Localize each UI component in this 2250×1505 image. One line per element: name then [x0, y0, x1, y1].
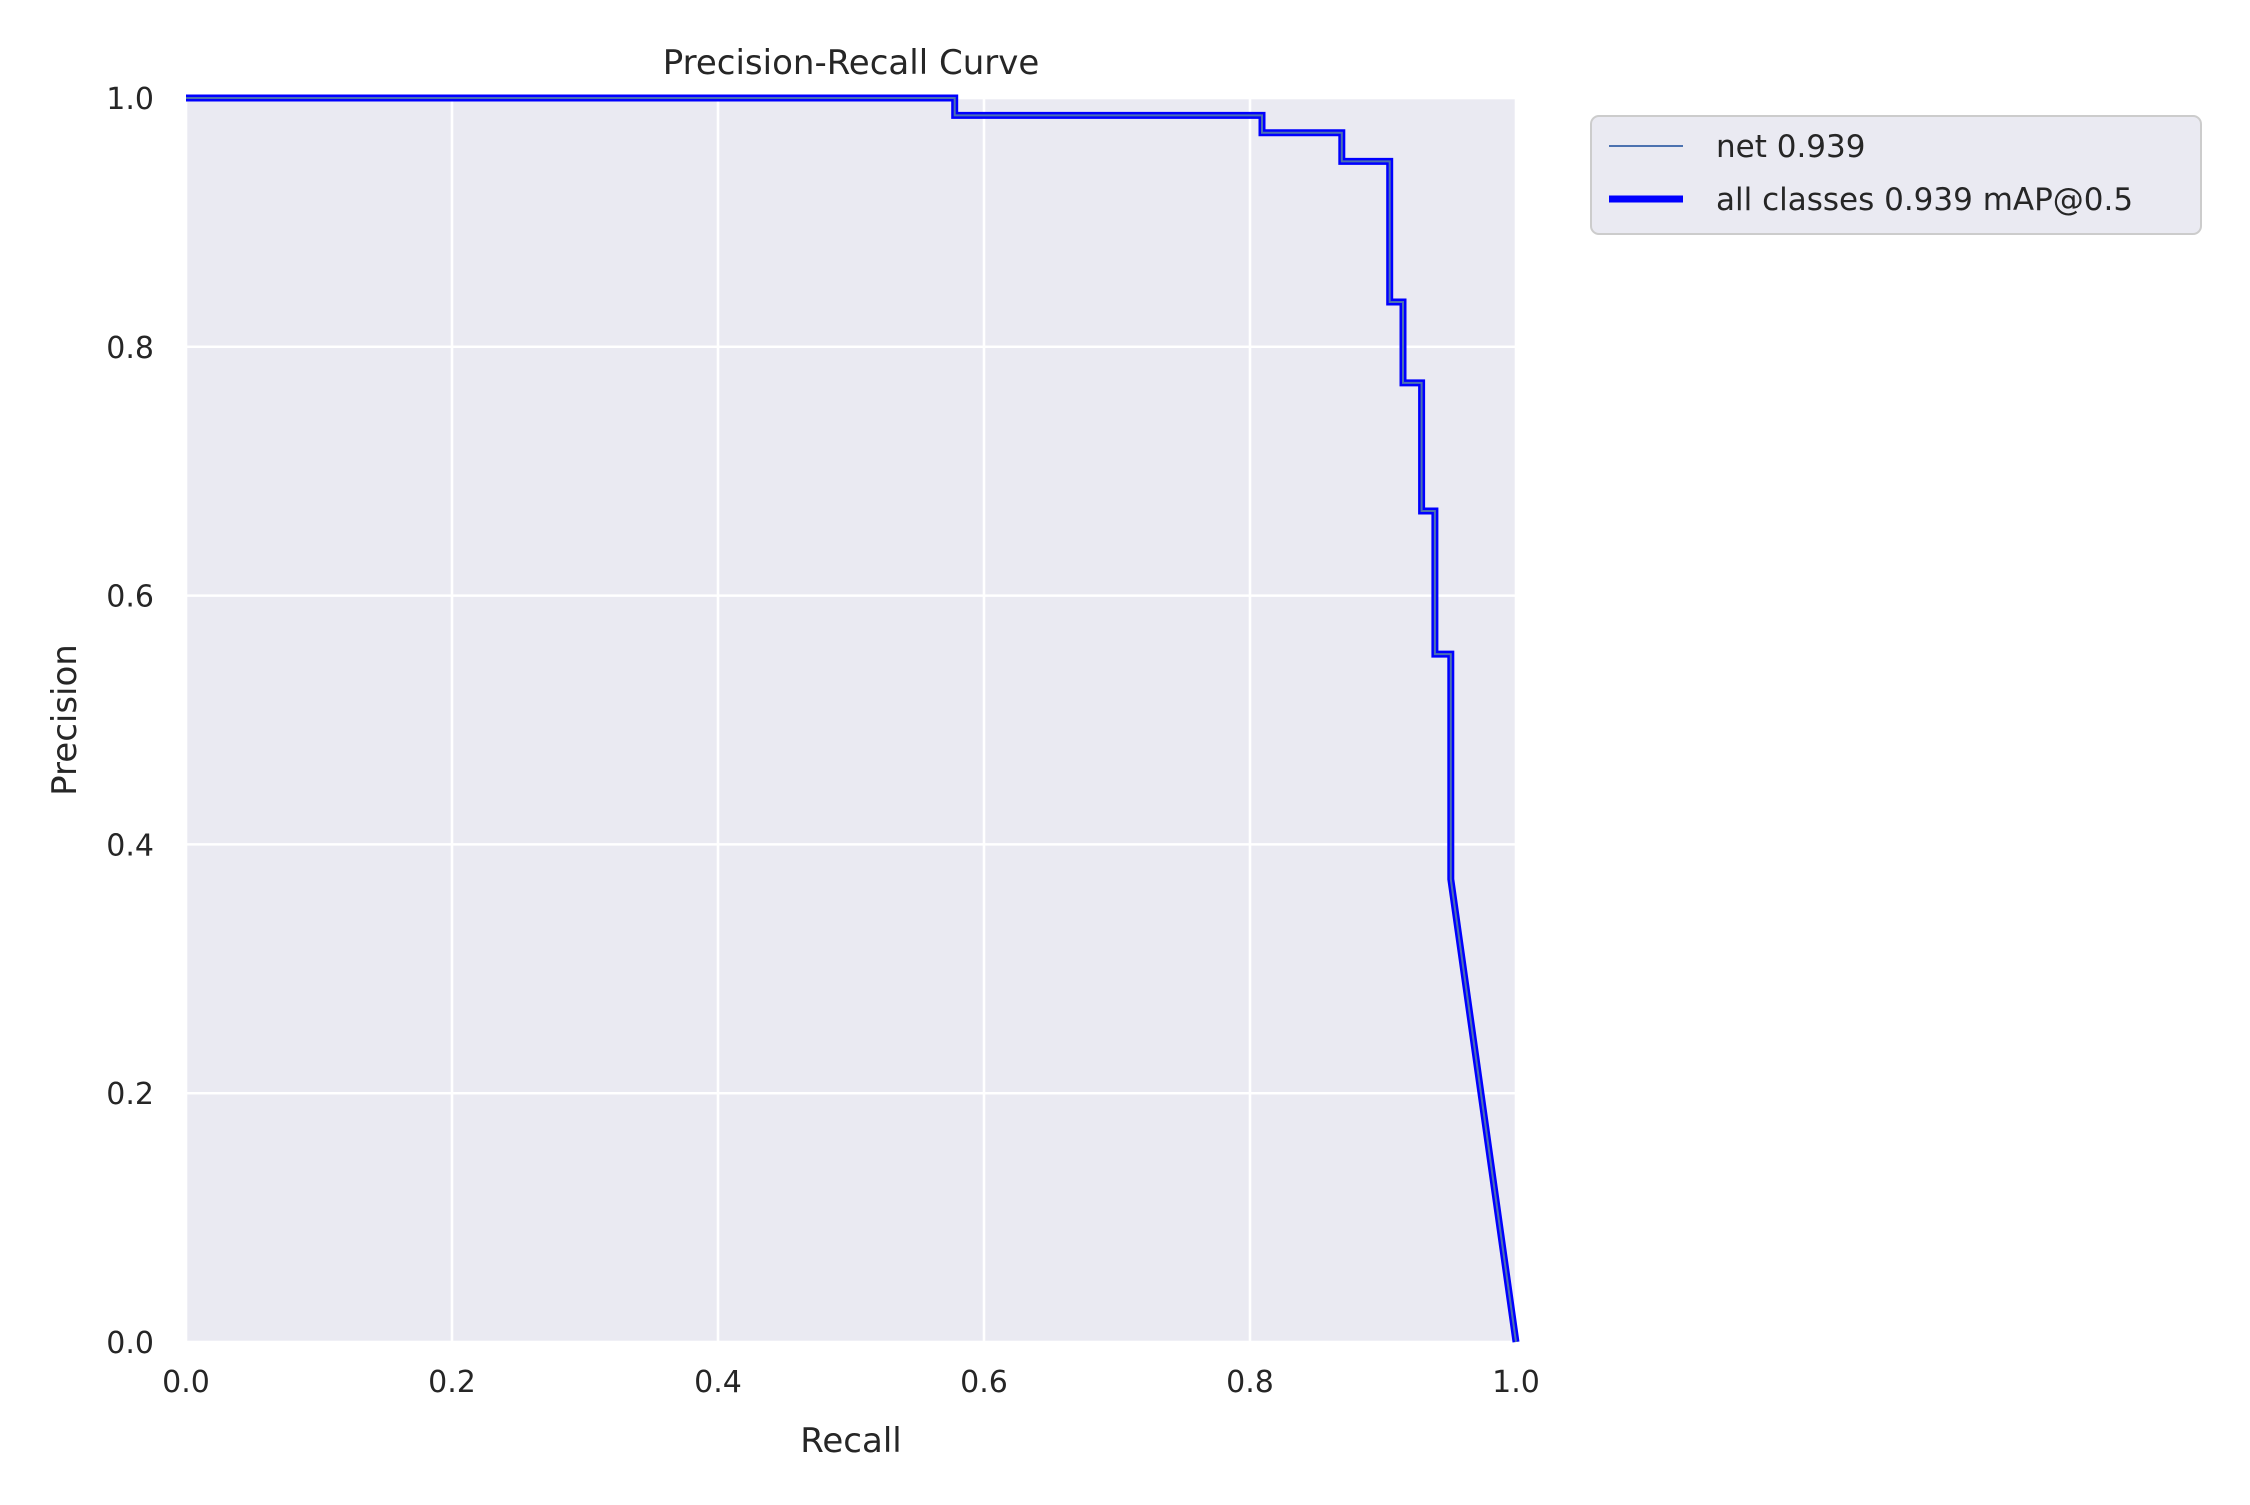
chart-title: Precision-Recall Curve	[663, 43, 1040, 83]
tick-labels: 0.0 0.2 0.4 0.6 0.8 1.0 0.0 0.2 0.4 0.6 0.8 1.0	[106, 82, 1540, 1400]
y-tick-label: 0.0	[106, 1326, 154, 1361]
x-tick-label: 0.8	[1226, 1365, 1274, 1400]
plot-area	[186, 98, 1516, 1342]
grid	[184, 96, 1518, 1344]
x-tick-label: 1.0	[1492, 1365, 1540, 1400]
y-tick-label: 0.8	[106, 331, 154, 366]
y-axis-label: Precision	[45, 644, 85, 796]
y-tick-label: 0.6	[106, 580, 154, 615]
x-tick-label: 0.0	[162, 1365, 210, 1400]
x-tick-label: 0.2	[428, 1365, 476, 1400]
legend-label-net: net 0.939	[1716, 129, 1865, 165]
series-lines	[186, 94, 1520, 1343]
y-tick-label: 0.2	[106, 1077, 154, 1112]
legend-box	[1590, 115, 2202, 235]
legend: net 0.939 all classes 0.939 mAP@0.5	[1590, 115, 2202, 235]
series-line-net	[186, 97, 1517, 1343]
y-tick-label: 0.4	[106, 828, 154, 863]
x-tick-label: 0.4	[694, 1365, 742, 1400]
legend-label-all-classes: all classes 0.939 mAP@0.5	[1716, 182, 2133, 218]
x-tick-label: 0.6	[960, 1365, 1008, 1400]
x-axis-label: Recall	[800, 1421, 901, 1461]
y-tick-label: 1.0	[106, 82, 154, 117]
